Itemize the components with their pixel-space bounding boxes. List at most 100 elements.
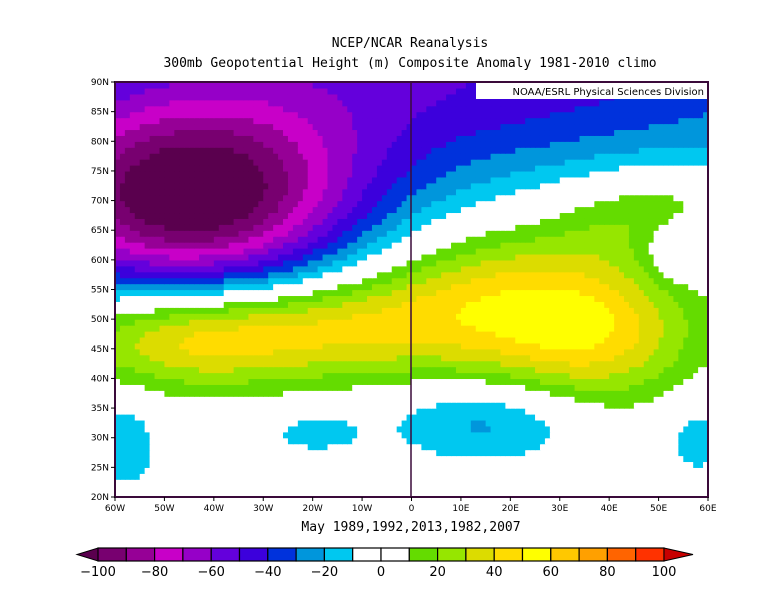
field-cell	[307, 443, 314, 451]
field-cell	[470, 443, 477, 451]
field-cell	[312, 449, 319, 457]
field-cell	[268, 479, 274, 486]
field-cell	[535, 479, 541, 486]
field-cell	[268, 259, 274, 267]
field-cell	[189, 479, 195, 486]
field-cell	[253, 289, 259, 297]
field-cell	[703, 390, 709, 397]
field-cell	[228, 313, 235, 320]
field-cell	[342, 425, 348, 433]
field-cell	[129, 467, 136, 474]
field-cell	[317, 342, 324, 350]
field-cell	[416, 384, 422, 391]
field-cell	[376, 360, 383, 368]
field-cell	[421, 354, 427, 362]
field-cell	[362, 253, 368, 261]
field-cell	[683, 461, 689, 468]
field-cell	[352, 437, 358, 445]
field-cell	[268, 384, 274, 391]
field-cell	[367, 319, 373, 326]
field-cell	[495, 331, 502, 338]
field-cell	[115, 485, 121, 492]
field-cell	[189, 253, 195, 261]
field-cell	[302, 354, 309, 362]
field-cell	[653, 485, 660, 492]
field-cell	[549, 277, 556, 285]
field-cell	[539, 455, 546, 463]
field-cell	[253, 354, 259, 362]
field-cell	[668, 455, 675, 463]
field-cell	[179, 348, 185, 356]
field-cell	[500, 307, 506, 314]
field-cell	[441, 307, 447, 314]
field-cell	[184, 437, 190, 445]
field-cell	[233, 336, 240, 344]
field-cell	[688, 479, 694, 486]
field-cell	[638, 396, 645, 403]
field-cell	[119, 342, 126, 350]
field-cell	[441, 491, 447, 498]
field-cell	[441, 461, 447, 468]
field-cell	[426, 461, 432, 468]
field-cell	[317, 248, 324, 255]
field-cell	[283, 491, 289, 498]
field-cell	[431, 419, 437, 427]
field-cell	[371, 479, 378, 486]
field-cell	[283, 408, 289, 415]
field-cell	[525, 295, 531, 302]
field-cell	[530, 491, 536, 498]
field-cell	[633, 473, 640, 480]
field-cell	[495, 301, 502, 308]
field-cell	[327, 419, 334, 427]
field-cell	[342, 372, 348, 380]
field-cell	[376, 419, 383, 427]
field-cell	[609, 419, 615, 427]
field-cell	[352, 277, 358, 285]
field-cell	[559, 455, 566, 463]
field-cell	[154, 467, 161, 474]
field-cell	[268, 396, 274, 403]
field-cell	[549, 336, 556, 344]
field-cell	[554, 271, 561, 279]
field-cell	[337, 366, 343, 374]
field-cell	[253, 366, 259, 374]
field-cell	[436, 331, 442, 338]
field-cell	[154, 384, 161, 391]
field-cell	[213, 437, 220, 445]
field-cell	[480, 259, 487, 267]
field-cell	[371, 491, 378, 498]
field-cell	[579, 491, 586, 498]
field-cell	[297, 419, 304, 427]
field-cell	[386, 307, 393, 314]
field-cell	[238, 491, 245, 498]
field-cell	[223, 491, 230, 498]
field-cell	[406, 461, 413, 468]
field-cell	[441, 360, 447, 368]
field-cell	[451, 259, 457, 267]
field-cell	[678, 378, 684, 385]
field-cell	[238, 419, 245, 427]
field-cell	[223, 307, 230, 314]
field-cell	[371, 402, 378, 409]
field-cell	[703, 336, 709, 344]
field-cell	[643, 313, 650, 320]
field-cell	[406, 277, 413, 285]
field-cell	[233, 248, 240, 255]
field-cell	[510, 348, 516, 356]
field-cell	[658, 390, 665, 397]
field-cell	[579, 390, 586, 397]
field-cell	[199, 283, 205, 291]
field-cell	[139, 384, 146, 391]
field-cell	[544, 289, 551, 297]
field-cell	[584, 491, 590, 498]
field-cell	[258, 390, 264, 397]
field-cell	[574, 342, 581, 350]
field-cell	[678, 384, 684, 391]
field-cell	[441, 354, 447, 362]
field-cell	[184, 473, 190, 480]
field-cell	[283, 277, 289, 285]
field-cell	[495, 473, 502, 480]
field-cell	[623, 325, 630, 332]
field-cell	[648, 348, 655, 356]
field-cell	[367, 425, 373, 433]
